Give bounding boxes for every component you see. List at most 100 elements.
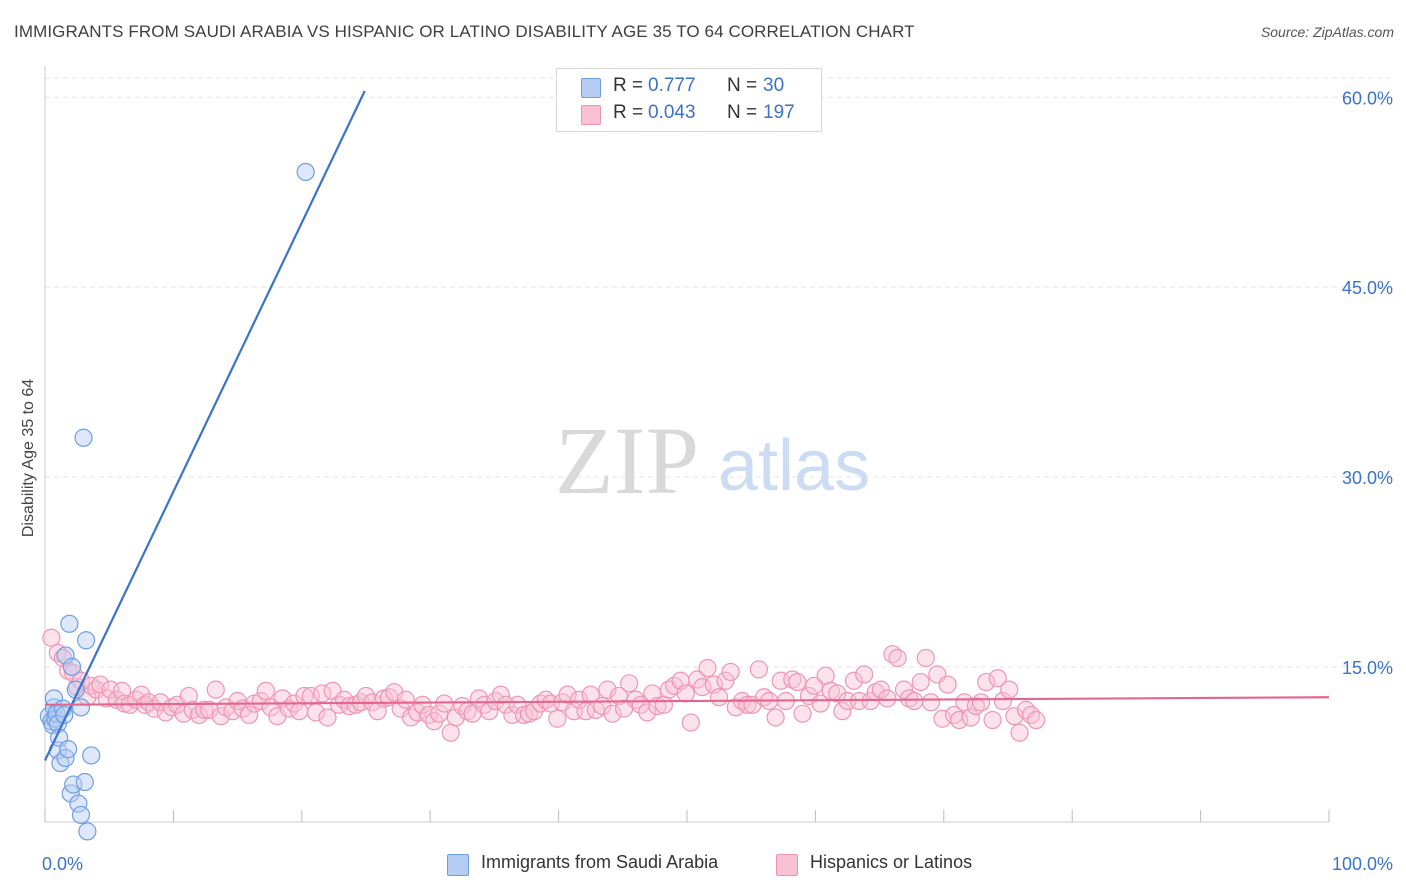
n-label: N =: [727, 75, 758, 96]
y-tick-label: 30.0%: [1342, 468, 1393, 488]
hispanic-data-point: [1010, 723, 1029, 742]
watermark-atlas: atlas: [718, 426, 870, 506]
hispanic-data-point: [716, 671, 735, 690]
hispanic-data-point: [961, 708, 980, 727]
saudi-data-point: [56, 646, 75, 665]
series-saudi-points: [39, 162, 315, 841]
hispanic-data-point: [541, 694, 560, 713]
hispanic-data-point: [971, 693, 991, 712]
hispanic-data-point: [396, 690, 415, 709]
hispanic-data-point: [766, 708, 785, 727]
hispanic-data-point: [878, 689, 897, 708]
hispanic-trend-line: [44, 696, 1330, 706]
legend-label-saudi: Immigrants from Saudi Arabia: [481, 852, 719, 872]
saudi-data-point: [71, 805, 91, 825]
legend-label-hispanic: Hispanics or Latinos: [810, 852, 973, 872]
hispanic-data-point: [938, 675, 957, 694]
hispanic-data-point: [654, 695, 673, 714]
hispanic-data-point: [620, 674, 639, 693]
saudi-data-point: [64, 775, 83, 794]
hispanic-data-point: [256, 681, 275, 700]
hispanic-data-point: [240, 705, 259, 725]
saudi-data-point: [62, 657, 82, 676]
hispanic-data-point: [558, 685, 577, 704]
hispanic-data-point: [340, 696, 359, 716]
hispanic-data-point: [301, 686, 320, 706]
hispanic-data-point: [871, 680, 890, 699]
hispanic-data-point: [916, 648, 935, 668]
hispanic-data-point: [983, 710, 1002, 730]
hispanic-data-point: [693, 678, 712, 697]
hispanic-data-point: [905, 691, 924, 711]
hispanic-data-point: [793, 704, 812, 723]
x-tick-label: 0.0%: [42, 854, 83, 874]
r-value: 0.043: [648, 102, 696, 123]
hispanic-data-point: [251, 691, 270, 711]
hispanic-data-point: [900, 689, 919, 708]
hispanic-data-point: [698, 659, 717, 678]
saudi-data-point: [75, 772, 94, 792]
n-label: N =: [727, 102, 758, 123]
hispanic-data-point: [816, 666, 835, 685]
source-label: Source: ZipAtlas.com: [1260, 24, 1394, 40]
hispanic-data-point: [413, 695, 432, 714]
hispanic-data-point: [988, 669, 1007, 688]
hispanic-data-point: [638, 703, 657, 722]
hispanic-data-point: [844, 671, 864, 690]
y-tick-label: 15.0%: [1342, 658, 1393, 678]
hispanic-data-point: [855, 665, 874, 684]
hispanic-data-point: [676, 684, 695, 703]
x-tick-label: 100.0%: [1332, 854, 1393, 874]
hispanic-data-point: [749, 660, 769, 679]
hispanic-data-point: [828, 684, 847, 703]
hispanic-data-point: [598, 680, 617, 699]
saudi-data-point: [74, 428, 93, 447]
axes: [44, 66, 1330, 823]
saudi-data-point: [60, 614, 79, 633]
hispanic-data-point: [805, 676, 824, 695]
r-label: R =: [613, 75, 644, 96]
series-hispanics-points: [42, 628, 1046, 742]
hispanic-data-point: [441, 723, 460, 742]
saudi-data-point: [71, 698, 91, 717]
hispanic-data-point: [783, 670, 802, 689]
legend-swatch-pink: [581, 105, 601, 125]
hispanic-data-point: [1000, 680, 1019, 699]
legend-swatch-blue: [447, 854, 469, 876]
hispanic-data-point: [681, 713, 700, 732]
n-value: 30: [763, 75, 785, 96]
hispanic-data-point: [709, 688, 729, 707]
hispanic-data-point: [626, 690, 645, 709]
correlation-legend: R = 0.777 N = 30 R = 0.043 N = 197: [556, 68, 822, 132]
chart-title: IMMIGRANTS FROM SAUDI ARABIA VS HISPANIC…: [14, 22, 915, 41]
hispanic-data-point: [548, 709, 567, 728]
hispanic-data-point: [993, 691, 1012, 711]
hispanic-data-point: [42, 628, 61, 647]
hispanic-data-point: [189, 705, 209, 725]
hispanic-data-point: [290, 702, 309, 721]
saudi-data-point: [76, 631, 96, 650]
hispanic-data-point: [570, 690, 589, 709]
hispanic-data-point: [721, 662, 740, 682]
watermark-zip: ZIP: [555, 407, 699, 514]
hispanic-data-point: [603, 704, 622, 723]
hispanic-data-point: [1027, 710, 1046, 730]
hispanic-data-point: [950, 710, 969, 730]
hispanic-data-point: [206, 680, 225, 699]
saudi-data-point: [44, 689, 64, 708]
saudi-data-point: [51, 753, 70, 773]
saudi-data-point: [69, 794, 88, 813]
series-legend: Immigrants from Saudi Arabia Hispanics o…: [0, 852, 1406, 878]
hispanic-data-point: [888, 648, 907, 668]
n-value: 197: [763, 102, 795, 123]
saudi-trend-line: [44, 90, 366, 761]
hispanic-data-point: [921, 693, 941, 712]
hispanic-data-point: [1022, 705, 1041, 725]
hispanic-data-point: [911, 672, 930, 692]
hispanic-data-point: [318, 708, 337, 727]
saudi-data-point: [296, 162, 315, 182]
watermark: ZIP atlas: [555, 407, 870, 514]
hispanic-data-point: [174, 704, 193, 723]
hispanic-data-point: [195, 700, 214, 719]
